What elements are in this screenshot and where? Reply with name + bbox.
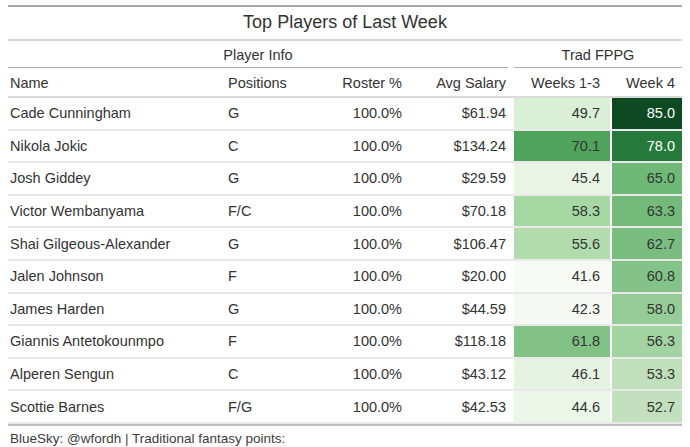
header-roster: Roster % (310, 68, 404, 96)
week-4-heat-cell: 65.0 (610, 163, 682, 194)
positions-cell: C (224, 359, 310, 390)
roster-cell: 100.0% (310, 359, 404, 390)
positions-cell: F (224, 326, 310, 357)
positions-cell: F/C (224, 196, 310, 227)
week-4-heat-cell: 85.0 (610, 98, 682, 129)
weeks-1-3-heat-cell: 58.3 (514, 196, 610, 227)
table-title: Top Players of Last Week (8, 7, 682, 41)
roster-cell: 100.0% (310, 196, 404, 227)
weeks-1-3-heat-cell: 41.6 (514, 261, 610, 292)
week-4-heat-cell: 52.7 (610, 391, 682, 422)
roster-cell: 100.0% (310, 391, 404, 422)
weeks-1-3-heat-cell: 44.6 (514, 391, 610, 422)
salary-cell: $118.18 (404, 326, 508, 357)
weeks-1-3-heat-cell: 61.8 (514, 326, 610, 357)
table-row: Giannis Antetokounmpo F 100.0% $118.18 6… (8, 326, 682, 359)
weeks-1-3-heat-cell: 42.3 (514, 294, 610, 325)
salary-cell: $29.59 (404, 163, 508, 194)
table-row: Shai Gilgeous-Alexander G 100.0% $106.47… (8, 228, 682, 261)
source-note: BlueSky: @wfordh | Traditional fantasy p… (8, 424, 682, 447)
table-row: Jalen Johnson F 100.0% $20.00 41.6 60.8 (8, 261, 682, 294)
header-name: Name (8, 68, 224, 96)
positions-cell: G (224, 294, 310, 325)
table-row: James Harden G 100.0% $44.59 42.3 58.0 (8, 294, 682, 327)
salary-cell: $20.00 (404, 261, 508, 292)
week-4-heat-cell: 63.3 (610, 196, 682, 227)
week-4-heat-cell: 62.7 (610, 228, 682, 259)
positions-cell: F (224, 261, 310, 292)
salary-cell: $42.53 (404, 391, 508, 422)
salary-cell: $61.94 (404, 98, 508, 129)
player-name-cell: Alperen Sengun (8, 359, 224, 390)
roster-cell: 100.0% (310, 294, 404, 325)
player-name-cell: Josh Giddey (8, 163, 224, 194)
player-name-cell: Cade Cunningham (8, 98, 224, 129)
roster-cell: 100.0% (310, 228, 404, 259)
week-4-heat-cell: 53.3 (610, 359, 682, 390)
salary-cell: $44.59 (404, 294, 508, 325)
table-body: Cade Cunningham G 100.0% $61.94 49.7 85.… (8, 98, 682, 424)
weeks-1-3-heat-cell: 45.4 (514, 163, 610, 194)
roster-cell: 100.0% (310, 261, 404, 292)
group-player-info: Player Info (8, 47, 508, 68)
header-week-4: Week 4 (610, 68, 682, 96)
player-name-cell: Giannis Antetokounmpo (8, 326, 224, 357)
week-4-heat-cell: 58.0 (610, 294, 682, 325)
positions-cell: G (224, 228, 310, 259)
table-row: Victor Wembanyama F/C 100.0% $70.18 58.3… (8, 196, 682, 229)
roster-cell: 100.0% (310, 131, 404, 162)
weeks-1-3-heat-cell: 49.7 (514, 98, 610, 129)
table-row: Alperen Sengun C 100.0% $43.12 46.1 53.3 (8, 359, 682, 392)
column-header-row: Name Positions Roster % Avg Salary Weeks… (8, 68, 682, 98)
players-table: Top Players of Last Week Player Info Tra… (8, 5, 682, 447)
roster-cell: 100.0% (310, 163, 404, 194)
group-trad-fppg: Trad FPPG (514, 47, 682, 68)
positions-cell: G (224, 98, 310, 129)
table-row: Nikola Jokic C 100.0% $134.24 70.1 78.0 (8, 131, 682, 164)
table-row: Josh Giddey G 100.0% $29.59 45.4 65.0 (8, 163, 682, 196)
table-row: Scottie Barnes F/G 100.0% $42.53 44.6 52… (8, 391, 682, 424)
header-weeks-1-3: Weeks 1-3 (514, 68, 610, 96)
salary-cell: $106.47 (404, 228, 508, 259)
header-salary: Avg Salary (404, 68, 508, 96)
week-4-heat-cell: 60.8 (610, 261, 682, 292)
salary-cell: $134.24 (404, 131, 508, 162)
salary-cell: $43.12 (404, 359, 508, 390)
player-name-cell: James Harden (8, 294, 224, 325)
weeks-1-3-heat-cell: 55.6 (514, 228, 610, 259)
table-row: Cade Cunningham G 100.0% $61.94 49.7 85.… (8, 98, 682, 131)
week-4-heat-cell: 78.0 (610, 131, 682, 162)
player-name-cell: Shai Gilgeous-Alexander (8, 228, 224, 259)
weeks-1-3-heat-cell: 46.1 (514, 359, 610, 390)
player-name-cell: Scottie Barnes (8, 391, 224, 422)
weeks-1-3-heat-cell: 70.1 (514, 131, 610, 162)
roster-cell: 100.0% (310, 98, 404, 129)
player-name-cell: Nikola Jokic (8, 131, 224, 162)
player-name-cell: Jalen Johnson (8, 261, 224, 292)
positions-cell: F/G (224, 391, 310, 422)
header-positions: Positions (224, 68, 310, 96)
salary-cell: $70.18 (404, 196, 508, 227)
roster-cell: 100.0% (310, 326, 404, 357)
player-name-cell: Victor Wembanyama (8, 196, 224, 227)
positions-cell: G (224, 163, 310, 194)
week-4-heat-cell: 56.3 (610, 326, 682, 357)
positions-cell: C (224, 131, 310, 162)
column-group-row: Player Info Trad FPPG (8, 41, 682, 68)
